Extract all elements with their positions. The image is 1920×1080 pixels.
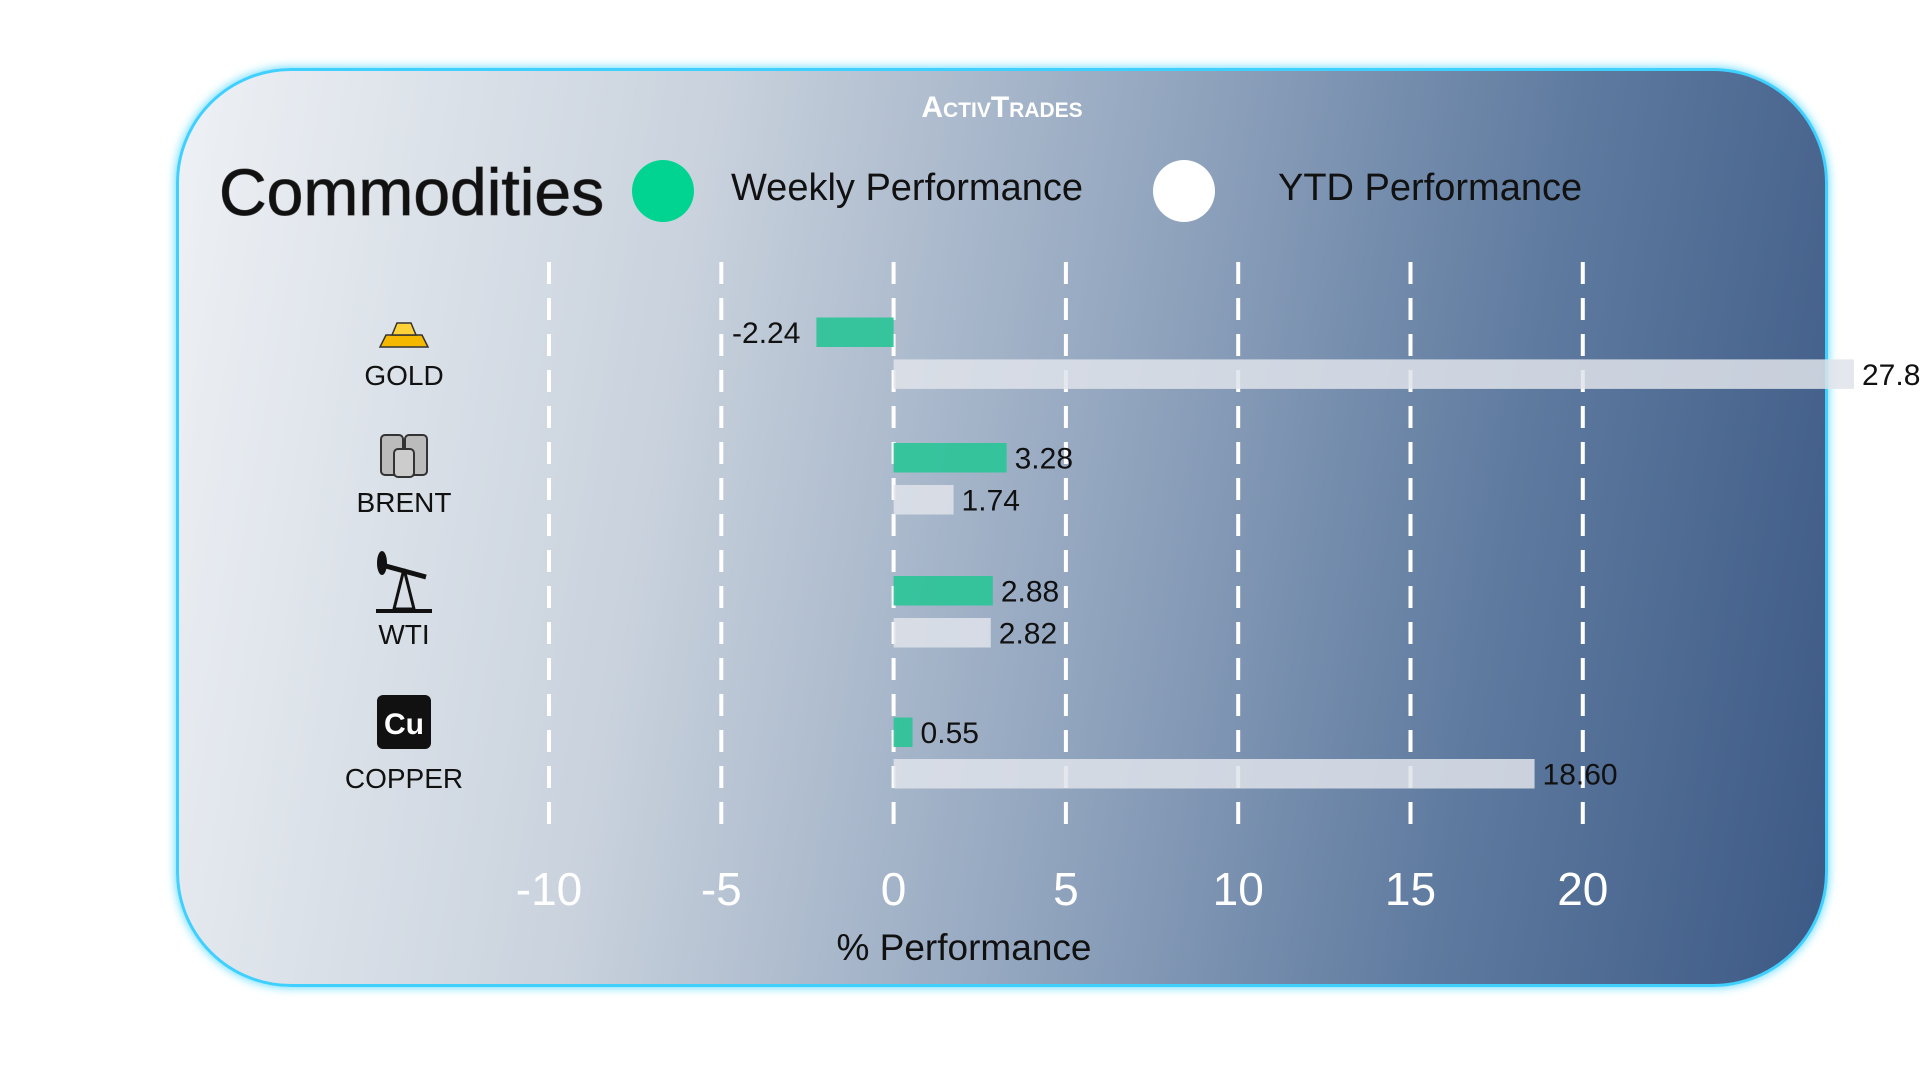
brand-logo: ActivTrades [921, 91, 1082, 124]
x-axis-title: % Performance [837, 927, 1092, 968]
data-label: 2.82 [999, 618, 1057, 651]
x-tick-label: 15 [1385, 863, 1436, 915]
category-label-brent: BRENT [357, 487, 452, 518]
data-label: -2.24 [732, 317, 800, 350]
x-tick-label: 10 [1213, 863, 1264, 915]
data-label: 3.28 [1015, 443, 1073, 476]
ytd-bar-copper [893, 759, 1535, 789]
oil-barrels-icon [380, 434, 428, 478]
gold-bars-icon [378, 322, 430, 348]
data-label: 0.55 [921, 717, 979, 750]
category-label-copper: COPPER [345, 763, 463, 794]
legend-ytd-label: YTD Performance [1278, 167, 1582, 209]
svg-text:Cu: Cu [384, 708, 424, 741]
ytd-bar-wti [893, 618, 991, 648]
chart-card [176, 68, 1828, 987]
x-tick-label: -5 [701, 863, 742, 915]
weekly-bar-copper [893, 717, 913, 747]
legend-ytd-marker [1153, 160, 1215, 222]
legend-weekly-label: Weekly Performance [731, 167, 1083, 209]
category-label-wti: WTI [378, 619, 429, 650]
copper-element-icon: Cu [377, 695, 431, 749]
x-tick-label: 0 [881, 863, 907, 915]
data-label: 27.87 [1862, 359, 1920, 392]
page-title: Commodities [219, 155, 604, 229]
weekly-bar-wti [893, 576, 993, 606]
ytd-bar-brent [893, 485, 954, 515]
weekly-bar-gold [816, 317, 894, 347]
data-label: 2.88 [1001, 576, 1059, 609]
oil-pump-icon [376, 551, 432, 613]
x-tick-label: -10 [516, 863, 582, 915]
ytd-bar-gold [893, 359, 1855, 389]
x-tick-label: 20 [1557, 863, 1608, 915]
data-label: 1.74 [962, 485, 1020, 518]
legend-weekly-marker [632, 160, 694, 222]
category-label-gold: GOLD [364, 360, 443, 391]
weekly-bar-brent [893, 443, 1007, 473]
x-tick-label: 5 [1053, 863, 1079, 915]
data-label: 18.60 [1543, 759, 1618, 792]
